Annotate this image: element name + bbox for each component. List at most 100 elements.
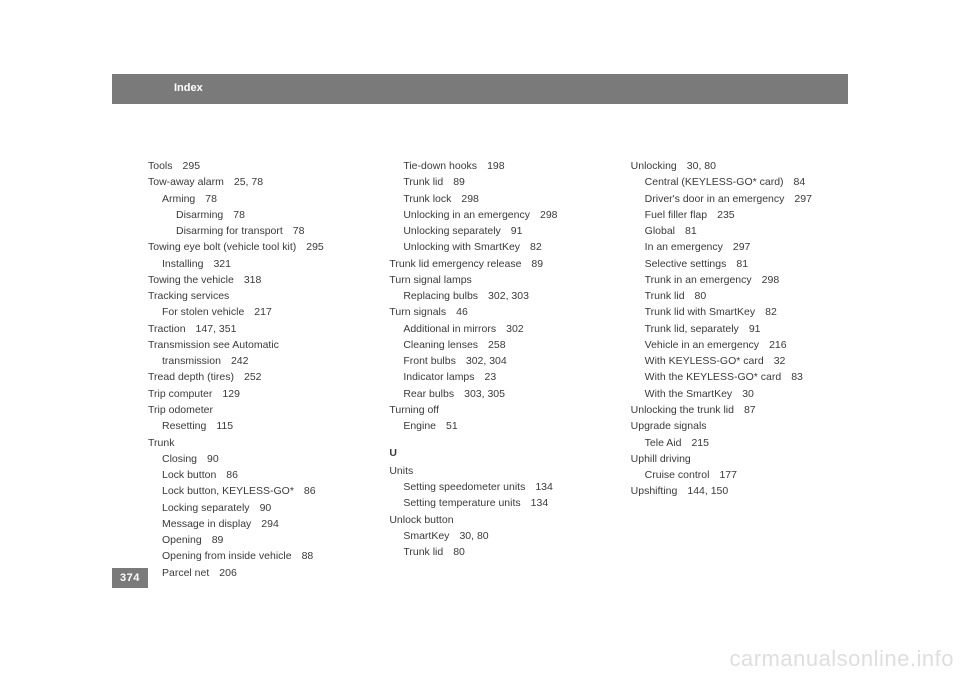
entry-pages: 147, 351 xyxy=(196,323,237,335)
entry-text: Tie-down hooks xyxy=(403,160,477,172)
header-tab: Index xyxy=(112,74,848,104)
entry-text: Lock button, KEYLESS-GO* xyxy=(162,485,294,497)
entry-pages: 84 xyxy=(794,176,806,188)
index-entry: SmartKey30, 80 xyxy=(389,528,606,544)
entry-pages: 298 xyxy=(540,209,558,221)
entry-pages: 89 xyxy=(531,258,543,270)
entry-pages: 216 xyxy=(769,339,787,351)
entry-pages: 252 xyxy=(244,371,262,383)
index-columns: Tools295Tow-away alarm25, 78Arming78Disa… xyxy=(148,158,848,581)
entry-pages: 83 xyxy=(791,371,803,383)
index-entry: Uphill driving xyxy=(631,451,848,467)
entry-pages: 295 xyxy=(306,241,324,253)
index-entry: In an emergency297 xyxy=(631,239,848,255)
index-entry: Opening89 xyxy=(148,532,365,548)
index-entry: Lock button, KEYLESS-GO* 86 xyxy=(148,483,365,499)
entry-pages: 46 xyxy=(456,306,468,318)
entry-text: Vehicle in an emergency xyxy=(645,339,759,351)
entry-text: Arming xyxy=(162,193,195,205)
entry-text: With KEYLESS-GO* card xyxy=(645,355,764,367)
index-entry: For stolen vehicle217 xyxy=(148,304,365,320)
entry-text: Trunk lid xyxy=(403,176,443,188)
entry-pages: 215 xyxy=(691,437,709,449)
entry-text: Unlocking xyxy=(631,160,677,172)
entry-text: Unlocking separately xyxy=(403,225,500,237)
index-entry: Trunk lid 89 xyxy=(389,174,606,190)
entry-text: Global xyxy=(645,225,675,237)
entry-text: With the KEYLESS-GO* card xyxy=(645,371,782,383)
index-entry: Turn signals 46 xyxy=(389,304,606,320)
entry-pages: 206 xyxy=(219,567,237,579)
index-entry: Front bulbs 302, 304 xyxy=(389,353,606,369)
entry-text: Trunk in an emergency xyxy=(645,274,752,286)
entry-pages: 294 xyxy=(261,518,279,530)
index-entry: transmission242 xyxy=(148,353,365,369)
index-entry: Opening from inside vehicle88 xyxy=(148,548,365,564)
entry-pages: 89 xyxy=(453,176,465,188)
header-title: Index xyxy=(174,82,203,94)
index-entry: Engine51 xyxy=(389,418,606,434)
index-entry: Tele Aid215 xyxy=(631,435,848,451)
index-entry: Vehicle in an emergency 216 xyxy=(631,337,848,353)
index-entry: Cleaning lenses258 xyxy=(389,337,606,353)
entry-pages: 80 xyxy=(695,290,707,302)
entry-pages: 78 xyxy=(233,209,245,221)
entry-text: Rear bulbs xyxy=(403,388,454,400)
entry-pages: 82 xyxy=(530,241,542,253)
entry-pages: 144, 150 xyxy=(687,485,728,497)
entry-pages: 129 xyxy=(222,388,240,400)
entry-text: Cleaning lenses xyxy=(403,339,478,351)
index-entry: Tow-away alarm25, 78 xyxy=(148,174,365,190)
index-entry: Setting speedometer units134 xyxy=(389,479,606,495)
entry-text: Uphill driving xyxy=(631,453,691,465)
entry-text: Turn signal lamps xyxy=(389,274,471,286)
entry-pages: 30, 80 xyxy=(459,530,488,542)
entry-pages: 115 xyxy=(216,420,233,432)
index-entry: Central (KEYLESS-GO* card)84 xyxy=(631,174,848,190)
index-entry: Trunk in an emergency 298 xyxy=(631,272,848,288)
index-entry: Traction147, 351 xyxy=(148,321,365,337)
entry-pages: 89 xyxy=(212,534,224,546)
entry-pages: 302, 304 xyxy=(466,355,507,367)
index-entry: Towing eye bolt (vehicle tool kit)295 xyxy=(148,239,365,255)
entry-text: Engine xyxy=(403,420,436,432)
index-entry: Upshifting144, 150 xyxy=(631,483,848,499)
entry-text: Additional in mirrors xyxy=(403,323,496,335)
index-entry: Unlocking30, 80 xyxy=(631,158,848,174)
entry-text: Front bulbs xyxy=(403,355,456,367)
entry-pages: 80 xyxy=(453,546,465,558)
entry-text: Lock button xyxy=(162,469,216,481)
index-entry: Unlocking separately91 xyxy=(389,223,606,239)
index-entry: Lock button86 xyxy=(148,467,365,483)
index-entry: Locking separately90 xyxy=(148,500,365,516)
index-entry: Trunk lid, separately91 xyxy=(631,321,848,337)
entry-pages: 298 xyxy=(762,274,780,286)
entry-pages: 90 xyxy=(260,502,272,514)
entry-text: Unlock button xyxy=(389,514,453,526)
entry-text: Trunk lid xyxy=(403,546,443,558)
index-entry: Unlocking the trunk lid87 xyxy=(631,402,848,418)
entry-text: Message in display xyxy=(162,518,251,530)
entry-text: For stolen vehicle xyxy=(162,306,244,318)
entry-text: Trip odometer xyxy=(148,404,213,416)
entry-text: Closing xyxy=(162,453,197,465)
index-entry: Message in display 294 xyxy=(148,516,365,532)
entry-pages: 235 xyxy=(717,209,735,221)
entry-pages: 321 xyxy=(213,258,231,270)
index-entry: Setting temperature units134 xyxy=(389,495,606,511)
entry-pages: 318 xyxy=(244,274,262,286)
entry-text: Turn signals xyxy=(389,306,446,318)
index-entry: With the SmartKey30 xyxy=(631,386,848,402)
entry-text: Driver's door in an emergency xyxy=(645,193,785,205)
index-entry: Global81 xyxy=(631,223,848,239)
index-entry: Disarming for transport78 xyxy=(148,223,365,239)
entry-pages: 86 xyxy=(304,485,316,497)
index-entry: Closing90 xyxy=(148,451,365,467)
index-entry: Indicator lamps23 xyxy=(389,369,606,385)
index-entry: Fuel filler flap235 xyxy=(631,207,848,223)
index-entry: Arming78 xyxy=(148,191,365,207)
entry-text: Trip computer xyxy=(148,388,212,400)
entry-pages: 81 xyxy=(736,258,748,270)
entry-text: Disarming xyxy=(176,209,223,221)
index-entry: Trunk lid with SmartKey82 xyxy=(631,304,848,320)
